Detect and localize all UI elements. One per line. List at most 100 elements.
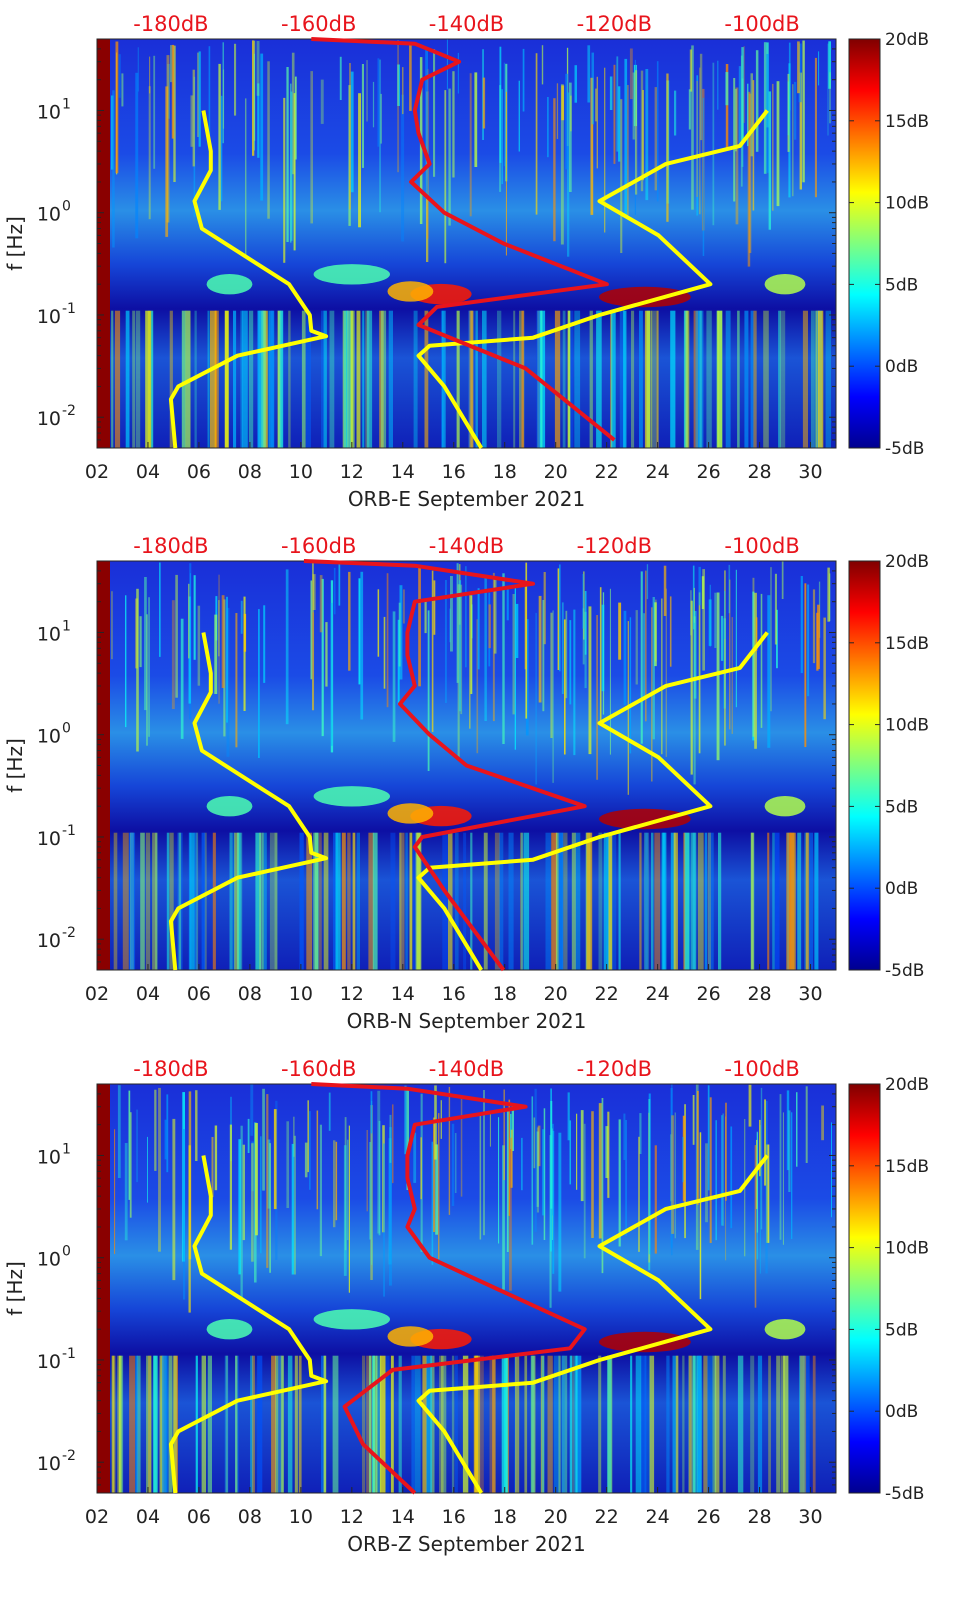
x-tick-label: 08 (238, 461, 262, 483)
y-tick-exponent: 1 (62, 96, 71, 112)
colorbar (848, 1083, 881, 1494)
y-tick-label: 10 (37, 1146, 61, 1168)
y-tick-exponent: -1 (62, 823, 76, 839)
x-tick-label: 18 (493, 461, 517, 483)
x-tick-label: 06 (187, 461, 211, 483)
x-tick-label: 18 (493, 1506, 517, 1528)
colorbar-label: 10dB (885, 716, 929, 736)
y-tick-label: 10 (37, 408, 61, 430)
x-axis-label: ORB-E September 2021 (348, 487, 585, 511)
y-tick-exponent: -2 (62, 403, 76, 419)
x-tick-label: 04 (136, 983, 160, 1005)
x-tick-label: 16 (442, 461, 466, 483)
colorbar-label: 15dB (885, 112, 929, 132)
y-tick-exponent: 1 (62, 618, 71, 634)
x-tick-label: 20 (544, 983, 568, 1005)
top-db-label: -100dB (724, 1057, 799, 1081)
colorbar-label: 5dB (885, 797, 918, 817)
y-tick-label: 10 (37, 930, 61, 952)
top-db-label: -100dB (724, 534, 799, 558)
x-tick-label: 22 (595, 1506, 619, 1528)
x-tick-label: 24 (646, 461, 670, 483)
x-tick-label: 24 (646, 983, 670, 1005)
high-noise-model-curve (416, 109, 769, 450)
x-tick-label: 20 (544, 461, 568, 483)
top-db-label: -100dB (724, 12, 799, 36)
x-tick-label: 26 (696, 983, 720, 1005)
colorbar (848, 38, 881, 449)
y-axis-label: f [Hz] (3, 738, 27, 793)
high-noise-model-curve (416, 631, 769, 972)
colorbar-label: 15dB (885, 1157, 929, 1177)
low-noise-model-curve (168, 110, 329, 449)
x-tick-label: 30 (798, 461, 822, 483)
x-tick-label: 30 (798, 983, 822, 1005)
psd-curve (311, 37, 616, 442)
x-tick-label: 04 (136, 461, 160, 483)
y-axis-label: f [Hz] (3, 1261, 27, 1316)
psd-curve (311, 1082, 587, 1495)
top-db-label: -120dB (577, 12, 652, 36)
top-db-label: -120dB (577, 534, 652, 558)
y-tick-exponent: 1 (62, 1141, 71, 1157)
x-tick-label: 12 (340, 1506, 364, 1528)
x-tick-label: 18 (493, 983, 517, 1005)
x-tick-label: 08 (238, 1506, 262, 1528)
y-tick-exponent: 0 (62, 1244, 71, 1260)
x-tick-label: 08 (238, 983, 262, 1005)
colorbar-label: 0dB (885, 879, 918, 899)
colorbar-label: 20dB (885, 552, 929, 572)
top-db-label: -160dB (281, 1057, 356, 1081)
colorbar-label: -5dB (885, 961, 924, 981)
y-tick-exponent: 0 (62, 721, 71, 737)
x-tick-label: 12 (340, 461, 364, 483)
y-tick-exponent: -2 (62, 1448, 76, 1464)
top-db-label: -180dB (133, 534, 208, 558)
x-tick-label: 10 (289, 461, 313, 483)
y-axis-label: f [Hz] (3, 216, 27, 271)
y-tick-exponent: -1 (62, 301, 76, 317)
low-noise-model-curve (168, 1155, 329, 1494)
x-tick-label: 02 (85, 1506, 109, 1528)
colorbar-label: -5dB (885, 439, 924, 459)
x-tick-label: 16 (442, 1506, 466, 1528)
top-db-label: -120dB (577, 1057, 652, 1081)
top-db-label: -180dB (133, 1057, 208, 1081)
x-axis-label: ORB-Z September 2021 (347, 1532, 585, 1556)
x-tick-label: 22 (595, 461, 619, 483)
y-tick-label: 10 (37, 1249, 61, 1271)
x-tick-label: 24 (646, 1506, 670, 1528)
top-db-label: -160dB (281, 12, 356, 36)
colorbar-label: 10dB (885, 194, 929, 214)
x-tick-label: 26 (696, 1506, 720, 1528)
y-tick-label: 10 (37, 101, 61, 123)
x-tick-label: 14 (391, 983, 415, 1005)
x-axis-label: ORB-N September 2021 (347, 1009, 587, 1033)
y-tick-label: 10 (37, 1453, 61, 1475)
colorbar-label: 0dB (885, 1402, 918, 1422)
y-tick-exponent: -1 (62, 1346, 76, 1362)
colorbar-label: 10dB (885, 1239, 929, 1259)
y-tick-label: 10 (37, 726, 61, 748)
x-tick-label: 14 (391, 1506, 415, 1528)
y-tick-label: 10 (37, 306, 61, 328)
spectrogram-texture (111, 1084, 832, 1493)
top-db-label: -140dB (429, 12, 504, 36)
x-tick-label: 28 (747, 983, 771, 1005)
y-tick-exponent: 0 (62, 199, 71, 215)
y-tick-label: 10 (37, 828, 61, 850)
x-tick-label: 28 (747, 1506, 771, 1528)
top-db-label: -180dB (133, 12, 208, 36)
psd-curve (303, 559, 587, 972)
colorbar-label: 0dB (885, 357, 918, 377)
x-tick-label: 06 (187, 1506, 211, 1528)
x-tick-label: 20 (544, 1506, 568, 1528)
x-tick-label: 16 (442, 983, 466, 1005)
x-tick-label: 14 (391, 461, 415, 483)
colorbar-label: 5dB (885, 275, 918, 295)
colorbar-label: 20dB (885, 30, 929, 50)
colorbar-label: 5dB (885, 1320, 918, 1340)
